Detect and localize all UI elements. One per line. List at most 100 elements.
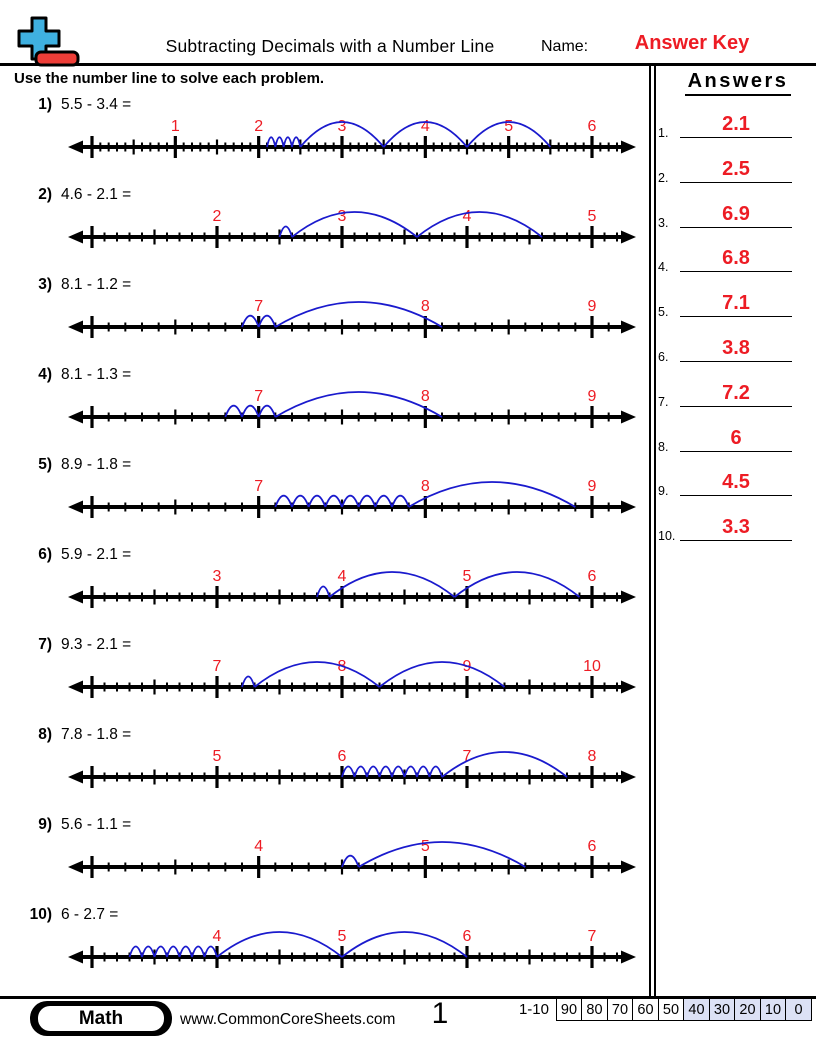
problem-equation: 8.9 - 1.8 = xyxy=(61,456,132,473)
answer-blank-line: 7.1 xyxy=(680,282,792,318)
problem-7: 7) 9.3 - 2.1 = 7 8 9 10 xyxy=(14,636,648,724)
hop-arc xyxy=(403,765,418,778)
problem-number: 7) xyxy=(38,636,52,653)
number-line-arrowhead xyxy=(621,320,636,334)
number-line-1: 1 2 3 4 5 6 xyxy=(68,118,636,158)
answer-value: 4.5 xyxy=(722,471,750,494)
answer-blank-line: 6 xyxy=(680,417,792,452)
answer-value: 6.9 xyxy=(722,202,750,225)
answer-value: 7.2 xyxy=(722,381,750,404)
problem-2: 2) 4.6 - 2.1 = 2 3 4 5 xyxy=(14,186,648,274)
hop-arc xyxy=(291,494,310,508)
number-line-arrowhead xyxy=(68,140,83,154)
number-line-arrowhead xyxy=(68,680,83,694)
hop-arc xyxy=(257,314,277,328)
score-cell-80: 80 xyxy=(581,998,608,1021)
hop-arc xyxy=(324,494,343,508)
problem-number: 6) xyxy=(38,546,52,563)
hop-arc xyxy=(382,121,468,148)
number-line-label: 2 xyxy=(213,208,222,225)
number-line-label: 4 xyxy=(254,838,263,855)
answer-row-5: 5. 7.1 xyxy=(656,279,796,319)
problem-5: 5) 8.9 - 1.8 = 7 8 9 xyxy=(14,456,648,544)
problem-3: 3) 8.1 - 1.2 = 7 8 9 xyxy=(14,276,648,364)
hop-arc xyxy=(128,945,143,958)
answer-blank-line: 3.8 xyxy=(680,327,792,362)
hop-arc xyxy=(274,136,285,148)
hop-arc xyxy=(341,494,360,508)
answer-row-2: 2. 2.5 xyxy=(656,145,796,185)
hop-arc xyxy=(466,121,552,148)
score-cell-20: 20 xyxy=(734,998,761,1021)
subject-badge-pill: Math xyxy=(38,1006,164,1031)
number-line-label: 4 xyxy=(213,928,222,945)
number-line-label: 3 xyxy=(213,568,222,585)
subject-label: Math xyxy=(78,1007,124,1029)
hop-arc xyxy=(307,494,327,508)
number-line-label: 6 xyxy=(588,568,597,585)
hop-arc xyxy=(453,571,581,598)
answer-row-9: 9. 4.5 xyxy=(656,458,796,498)
hop-arc xyxy=(391,494,410,508)
answers-divider-line-outer xyxy=(649,66,651,996)
number-line-arrowhead xyxy=(621,590,636,604)
hop-arc xyxy=(408,481,576,508)
score-cell-50: 50 xyxy=(657,998,685,1021)
footer-divider xyxy=(0,996,816,999)
number-line-arrowhead xyxy=(68,590,83,604)
subject-badge: Math xyxy=(30,1001,172,1036)
number-line-arrowhead xyxy=(621,140,636,154)
number-line-label: 8 xyxy=(588,748,597,765)
number-line-arrowhead xyxy=(68,230,83,244)
answer-number: 7. xyxy=(658,394,669,409)
answer-value: 7.1 xyxy=(722,292,750,315)
number-line-arrowhead xyxy=(68,770,83,784)
hop-arc xyxy=(191,945,206,958)
problem-number: 1) xyxy=(38,96,52,113)
answer-number: 9. xyxy=(658,484,669,499)
answer-blank-line: 2.1 xyxy=(680,103,792,138)
number-line-label: 4 xyxy=(421,118,430,135)
number-line-label: 8 xyxy=(421,478,430,495)
problem-number: 4) xyxy=(38,366,52,383)
score-strip: 1-10 90 80 70 60 50 40 30 20 10 0 xyxy=(519,998,812,1021)
hop-arc xyxy=(378,765,393,778)
hop-arc xyxy=(299,121,385,148)
problem-number: 10) xyxy=(29,906,52,923)
answer-value: 3.8 xyxy=(722,337,750,359)
score-cells: 90 80 70 60 50 40 30 20 10 0 xyxy=(555,998,812,1021)
hop-arc xyxy=(341,765,356,778)
number-line-arrowhead xyxy=(68,500,83,514)
number-line-label: 5 xyxy=(588,208,597,225)
hop-arc xyxy=(141,945,156,958)
number-line-label: 6 xyxy=(588,838,597,855)
number-line-8: 5 6 7 8 xyxy=(68,748,636,788)
hop-arc xyxy=(416,765,431,778)
hop-arc xyxy=(178,945,193,958)
score-cell-30: 30 xyxy=(708,998,736,1021)
score-cell-90: 90 xyxy=(555,998,583,1021)
answer-value: 2.5 xyxy=(722,157,750,180)
number-line-label: 8 xyxy=(421,388,430,405)
number-line-label: 7 xyxy=(588,928,597,945)
hop-arc xyxy=(391,765,406,778)
number-line-label: 5 xyxy=(463,568,472,585)
score-cell-40: 40 xyxy=(683,998,710,1021)
hop-arc xyxy=(274,301,443,328)
answer-number: 6. xyxy=(658,350,669,364)
number-line-label: 9 xyxy=(588,298,597,315)
hop-arc xyxy=(357,494,377,508)
number-line-label: 10 xyxy=(583,658,601,675)
number-line-arrowhead xyxy=(621,950,636,964)
number-line-label: 5 xyxy=(213,748,222,765)
problem-number: 8) xyxy=(38,726,52,743)
name-label: Name: xyxy=(541,38,589,55)
plus-minus-logo-icon xyxy=(17,16,80,67)
number-line-label: 9 xyxy=(588,388,597,405)
problem-equation: 9.3 - 2.1 = xyxy=(61,636,132,653)
hop-arc xyxy=(241,314,260,328)
answer-blank-line: 4.5 xyxy=(680,461,792,497)
problem-6: 6) 5.9 - 2.1 = 3 4 5 6 xyxy=(14,546,648,634)
problem-10: 10) 6 - 2.7 = 4 5 6 7 xyxy=(14,906,648,994)
answer-row-1: 1. 2.1 xyxy=(656,100,796,140)
